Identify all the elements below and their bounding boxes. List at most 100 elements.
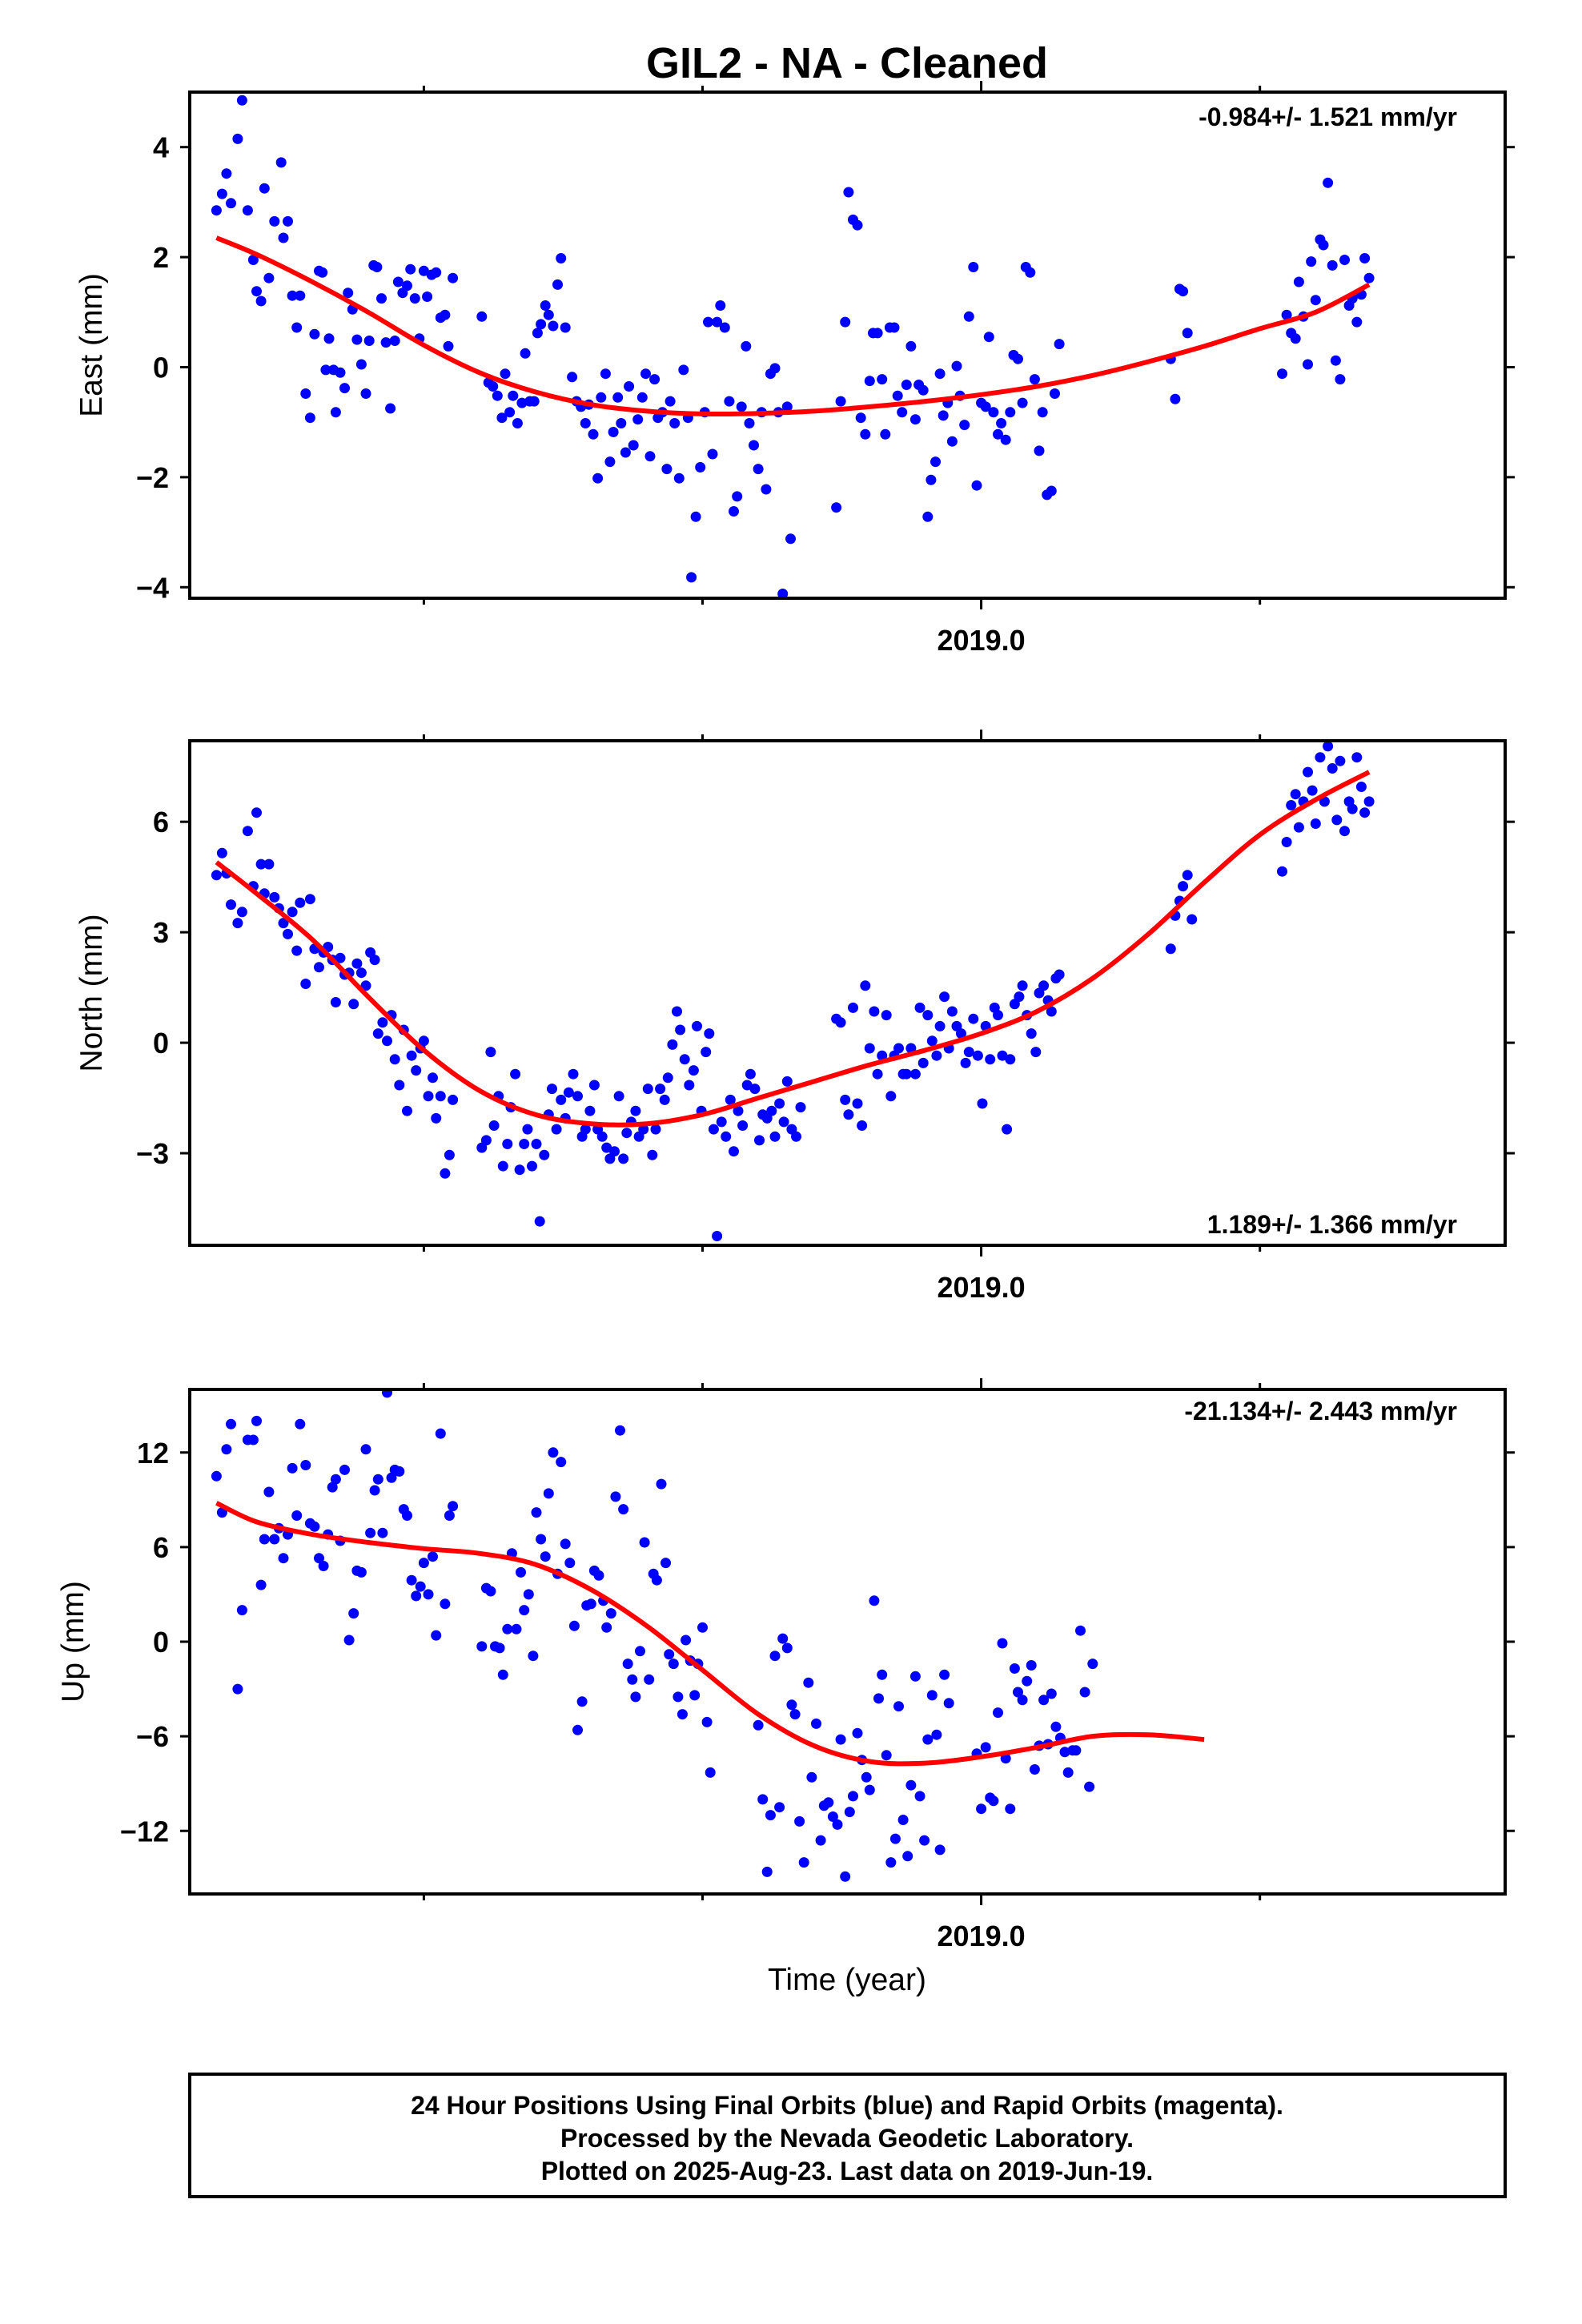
data-point bbox=[380, 337, 391, 348]
data-point bbox=[745, 1068, 756, 1080]
data-point bbox=[905, 340, 917, 352]
data-point bbox=[1355, 782, 1367, 792]
data-point bbox=[971, 480, 982, 491]
data-point bbox=[909, 1671, 921, 1682]
data-point bbox=[596, 1131, 608, 1142]
data-point bbox=[1310, 295, 1321, 306]
data-point bbox=[394, 1080, 405, 1091]
data-point bbox=[320, 364, 331, 376]
data-point bbox=[972, 1050, 983, 1061]
data-point bbox=[753, 1719, 764, 1731]
data-point bbox=[512, 418, 523, 428]
data-point bbox=[872, 328, 883, 339]
data-point bbox=[534, 1216, 545, 1227]
data-point bbox=[618, 1153, 629, 1164]
data-point bbox=[560, 1538, 571, 1550]
data-point bbox=[777, 1633, 789, 1644]
data-point bbox=[516, 397, 528, 408]
y-tick-label: 0 bbox=[153, 1626, 169, 1659]
data-point bbox=[1293, 276, 1304, 287]
data-point bbox=[1034, 445, 1045, 456]
data-point bbox=[701, 1716, 713, 1727]
data-point bbox=[781, 1076, 793, 1087]
data-point bbox=[855, 412, 866, 424]
data-point bbox=[1030, 1047, 1042, 1058]
data-point bbox=[774, 1098, 785, 1109]
data-point bbox=[440, 1598, 451, 1610]
data-point bbox=[536, 319, 547, 330]
data-point bbox=[543, 1488, 554, 1499]
data-point bbox=[877, 1669, 888, 1680]
east-frame bbox=[188, 90, 1507, 600]
data-point bbox=[873, 1693, 884, 1704]
data-point bbox=[744, 418, 755, 428]
data-point bbox=[715, 300, 726, 311]
data-point bbox=[640, 368, 651, 380]
data-point bbox=[608, 427, 619, 437]
data-point bbox=[690, 511, 701, 522]
data-point bbox=[627, 1674, 638, 1685]
data-point bbox=[1307, 785, 1318, 796]
data-point bbox=[724, 396, 735, 407]
data-point bbox=[251, 807, 262, 818]
data-point bbox=[330, 997, 341, 1007]
data-point bbox=[926, 474, 937, 485]
data-point bbox=[827, 1811, 838, 1822]
data-point bbox=[568, 1068, 579, 1080]
footer-line-3: Plotted on 2025-Aug-23. Last data on 201… bbox=[541, 2157, 1154, 2185]
east-rate-label: -0.984+/- 1.521 mm/yr bbox=[1199, 103, 1457, 131]
data-point bbox=[1351, 316, 1363, 328]
data-point bbox=[317, 267, 328, 278]
y-tick-label: −3 bbox=[136, 1137, 169, 1170]
data-point bbox=[857, 1120, 868, 1131]
data-point bbox=[428, 1072, 438, 1084]
data-point bbox=[1347, 803, 1358, 814]
data-point bbox=[721, 1131, 732, 1142]
data-point bbox=[300, 979, 311, 989]
data-point bbox=[885, 1857, 897, 1868]
footer-frame bbox=[188, 2073, 1507, 2198]
up-axes: −12 −6 0 6 12 bbox=[120, 1378, 1515, 1905]
data-point bbox=[1363, 272, 1375, 283]
data-point bbox=[1014, 991, 1025, 1003]
data-point bbox=[335, 952, 346, 963]
data-point bbox=[568, 1620, 580, 1631]
data-point bbox=[835, 396, 846, 407]
data-point bbox=[278, 232, 289, 243]
data-point bbox=[278, 1553, 289, 1564]
y-tick-label: 6 bbox=[153, 1531, 169, 1564]
y-tick-label: −12 bbox=[120, 1815, 169, 1848]
data-point bbox=[988, 407, 999, 418]
data-point bbox=[1359, 253, 1371, 263]
data-point bbox=[1079, 1687, 1090, 1698]
data-point bbox=[701, 1047, 712, 1058]
data-point bbox=[864, 1043, 875, 1054]
data-point bbox=[1054, 969, 1065, 980]
data-point bbox=[919, 1835, 930, 1846]
data-point bbox=[917, 1057, 929, 1068]
data-point bbox=[719, 322, 730, 333]
data-point bbox=[939, 1669, 950, 1680]
data-point bbox=[211, 205, 222, 216]
data-point bbox=[376, 293, 387, 304]
data-point bbox=[811, 1718, 821, 1729]
data-point bbox=[931, 1729, 942, 1740]
data-point bbox=[504, 407, 516, 418]
data-point bbox=[502, 1139, 513, 1149]
data-point bbox=[650, 1124, 661, 1135]
data-point bbox=[749, 1084, 761, 1095]
data-point bbox=[605, 1608, 616, 1619]
data-point bbox=[996, 418, 1007, 428]
data-point bbox=[644, 451, 656, 462]
data-point bbox=[1026, 1660, 1037, 1671]
data-point bbox=[983, 332, 994, 343]
data-point bbox=[621, 1128, 632, 1139]
data-point bbox=[1005, 1803, 1016, 1815]
data-point bbox=[980, 401, 991, 412]
data-point bbox=[516, 1566, 526, 1578]
data-point bbox=[496, 412, 508, 424]
data-point bbox=[655, 1084, 666, 1095]
data-point bbox=[1186, 914, 1198, 925]
data-point bbox=[443, 340, 454, 352]
data-point bbox=[636, 392, 648, 403]
